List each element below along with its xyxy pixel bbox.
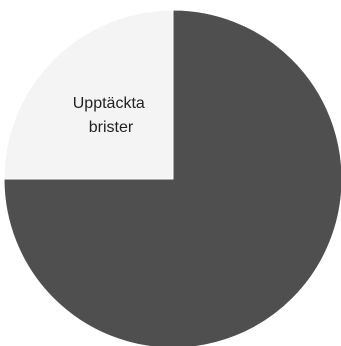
pie-slice-remaining bbox=[3, 9, 341, 346]
slice-label-line-1: Upptäckta bbox=[73, 95, 145, 112]
slice-label-detected-flaws: Upptäckta brister bbox=[73, 95, 150, 136]
pie-slice-detected-flaws bbox=[3, 9, 174, 180]
pie-slices bbox=[3, 9, 341, 346]
slice-label-line-2: brister bbox=[89, 119, 134, 136]
